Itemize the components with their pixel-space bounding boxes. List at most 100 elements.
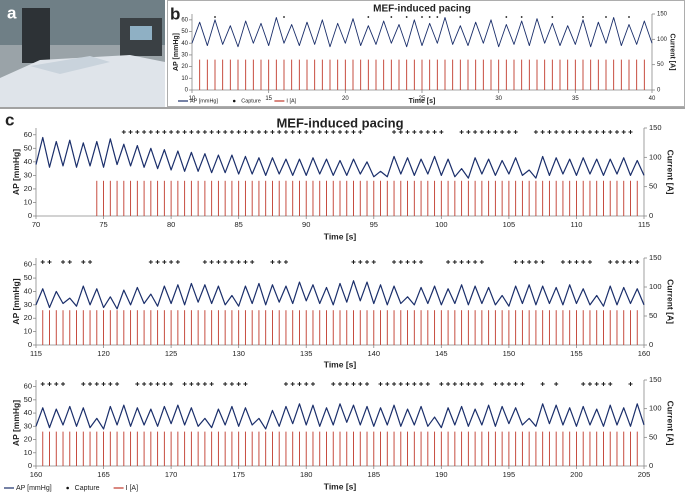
x-tick-label: 90 [302, 220, 310, 229]
y2-tick-label: 50 [649, 182, 657, 191]
x-axis-label: Time [s] [324, 359, 357, 369]
legend-label: I [A] [286, 98, 296, 104]
capture-marker [398, 130, 403, 134]
capture-marker [581, 260, 586, 264]
capture-marker [283, 382, 288, 386]
capture-marker [81, 260, 86, 264]
x-tick-label: 145 [435, 349, 448, 358]
y-tick-label: 60 [24, 130, 32, 139]
x-tick-label: 115 [30, 349, 42, 358]
capture-marker [587, 260, 592, 264]
legend-label: AP [mmHg] [190, 98, 218, 104]
ap-line [35, 136, 645, 179]
panel-label: c [5, 110, 14, 129]
y2-tick-label: 0 [649, 340, 653, 349]
capture-marker [162, 130, 167, 134]
y-tick-label: 40 [24, 408, 32, 417]
x-tick-label: 75 [99, 220, 107, 229]
capture-marker [587, 382, 592, 386]
x-tick-label: 30 [495, 96, 502, 102]
y-tick-label: 10 [181, 76, 188, 82]
capture-marker [398, 382, 403, 386]
capture-marker [581, 130, 586, 134]
legend-swatch [66, 486, 69, 490]
y-tick-label: 50 [24, 273, 32, 282]
capture-marker [385, 382, 390, 386]
capture-marker [608, 382, 613, 386]
capture-marker [527, 260, 532, 264]
capture-marker [594, 382, 599, 386]
capture-marker [367, 16, 370, 18]
capture-marker [533, 260, 538, 264]
chart-panel: 0 10 20 30 40 50 60 0 50 100 150 70 75 80 85 90 95 100 105… [11, 115, 676, 241]
capture-marker [202, 130, 207, 134]
capture-marker [479, 130, 484, 134]
capture-marker [540, 130, 545, 134]
y-tick-label: 0 [28, 461, 32, 470]
capture-marker [365, 260, 370, 264]
y-tick-label: 50 [24, 395, 32, 404]
capture-marker [554, 382, 559, 386]
y-tick-label: 10 [24, 197, 32, 206]
y-tick-label: 30 [24, 300, 32, 309]
chart-panel: 0 10 20 30 40 50 60 0 50 100 150 160 165 170 175 180 185… [4, 375, 675, 492]
capture-marker [358, 382, 363, 386]
capture-marker [290, 130, 295, 134]
capture-marker [135, 382, 140, 386]
capture-marker [378, 382, 383, 386]
capture-marker [439, 382, 444, 386]
capture-marker [446, 382, 451, 386]
capture-marker [587, 130, 592, 134]
chart-panel: 0 10 20 30 40 50 60 0 50 100 150 115 120 125 130 135 140… [11, 253, 676, 369]
capture-marker [513, 130, 518, 134]
x-tick-label: 80 [167, 220, 175, 229]
y2-tick-label: 50 [657, 62, 664, 68]
capture-marker [277, 260, 282, 264]
y-tick-label: 20 [181, 64, 188, 70]
capture-marker [283, 130, 288, 134]
photo-screen [130, 26, 152, 40]
x-tick-label: 120 [97, 349, 110, 358]
x-tick-label: 105 [503, 220, 516, 229]
capture-marker [236, 130, 241, 134]
capture-marker [351, 130, 356, 134]
capture-marker [621, 130, 626, 134]
capture-marker [459, 130, 464, 134]
chart-title: MEF-induced pacing [373, 4, 471, 15]
capture-marker [229, 260, 234, 264]
capture-marker [419, 382, 424, 386]
capture-marker [169, 382, 174, 386]
x-tick-label: 165 [97, 470, 110, 479]
x-tick-label: 110 [570, 220, 582, 229]
capture-marker [513, 260, 518, 264]
capture-marker [405, 382, 410, 386]
capture-marker [567, 130, 572, 134]
y2-axis-label: Current [A] [665, 279, 675, 324]
y2-tick-label: 0 [649, 211, 653, 220]
capture-marker [202, 382, 207, 386]
x-tick-label: 160 [30, 470, 43, 479]
capture-marker [223, 260, 228, 264]
capture-marker [365, 382, 370, 386]
capture-marker [209, 382, 214, 386]
capture-marker [560, 260, 565, 264]
capture-marker [121, 130, 126, 134]
capture-marker [283, 260, 288, 264]
capture-marker [297, 130, 302, 134]
capture-marker [108, 382, 113, 386]
capture-marker [567, 260, 572, 264]
capture-marker [338, 382, 342, 386]
capture-marker [486, 130, 491, 134]
x-tick-label: 195 [503, 470, 516, 479]
capture-marker [459, 16, 462, 18]
capture-marker [148, 260, 153, 264]
capture-marker [243, 260, 248, 264]
ap-line [35, 403, 645, 430]
capture-marker [236, 260, 241, 264]
capture-marker [162, 260, 167, 264]
capture-marker [297, 382, 302, 386]
y2-tick-label: 100 [649, 152, 662, 161]
y2-tick-label: 100 [657, 37, 668, 43]
capture-marker [608, 130, 613, 134]
capture-marker [547, 130, 552, 134]
